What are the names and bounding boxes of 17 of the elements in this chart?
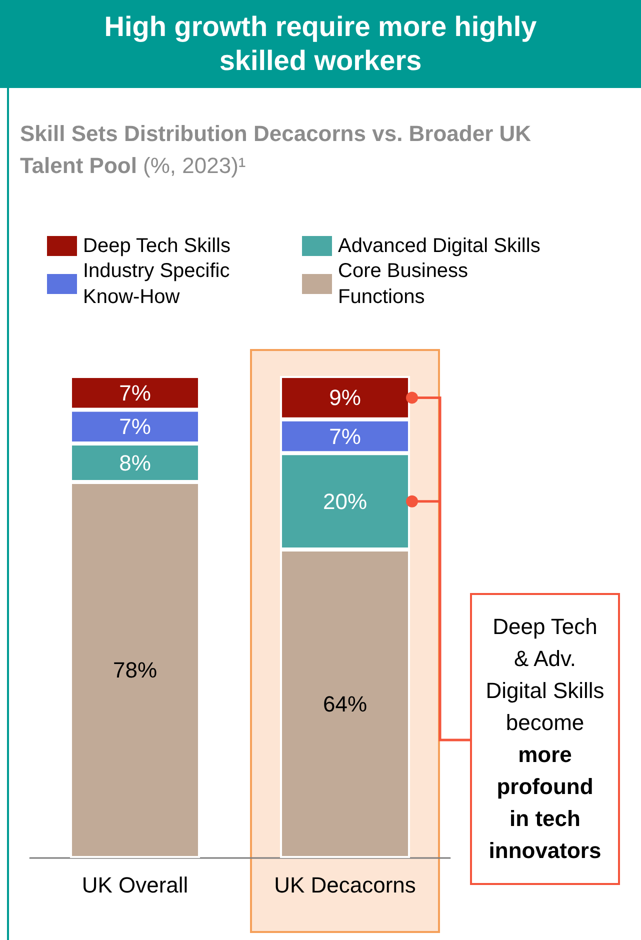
chart-subtitle: Skill Sets Distribution Decacorns vs. Broader UK Talent Pool (%, 2023)¹ [20,121,532,178]
x-tick-label: UK Decacorns [274,872,416,898]
legend-label: Advanced Digital Skills [338,235,540,257]
data-label: 7% [119,380,151,406]
legend-label: Industry Specific Know-How [83,260,236,308]
chart-title: High growth require more highly skilled workers [0,0,641,88]
data-label: 64% [322,691,368,716]
text: more profound in tech innovators [488,742,602,863]
data-label: 7% [119,414,151,440]
data-label: 20% [322,488,368,514]
data-label: 8% [119,450,151,476]
legend-label: Core Business Functions [338,260,474,308]
data-label: 9% [329,385,361,410]
data-label: 78% [112,658,158,683]
legend-label: Deep Tech Skills [83,235,230,257]
data-label: 7% [329,424,361,449]
x-tick-label: UK Overall [82,872,188,898]
